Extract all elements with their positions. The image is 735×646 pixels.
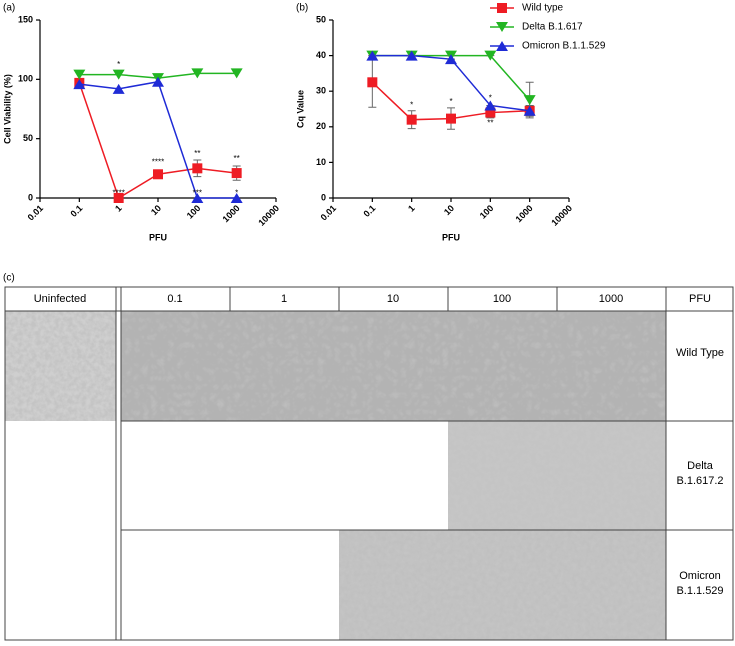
annotation: * — [235, 188, 238, 197]
legend-marker — [496, 22, 508, 32]
y-axis-label: Cq Value — [295, 90, 305, 128]
annotation: ** — [234, 154, 240, 163]
x-tick-label: 1000 — [221, 203, 242, 224]
series-line — [79, 80, 237, 199]
marker — [73, 69, 86, 80]
marker — [405, 50, 418, 61]
marker — [112, 69, 125, 80]
y-tick-label: 50 — [316, 14, 326, 24]
marker — [230, 193, 243, 203]
x-axis-label: PFU — [442, 232, 460, 242]
marker — [231, 168, 242, 179]
row-label: Delta — [687, 460, 714, 472]
x-tick-label: 0.1 — [69, 203, 85, 219]
y-tick-label: 10 — [316, 157, 326, 167]
annotation: ** — [487, 118, 493, 127]
y-tick-label: 0 — [28, 192, 33, 202]
x-tick-label: 1 — [406, 203, 417, 214]
column-header: Uninfected — [34, 293, 87, 305]
x-tick-label: 0.01 — [26, 203, 45, 222]
x-tick-label: 100 — [478, 203, 496, 221]
annotation: * — [117, 60, 120, 69]
x-tick-label: 10 — [442, 203, 456, 217]
marker — [230, 68, 243, 79]
marker — [73, 79, 86, 90]
marker — [485, 107, 496, 118]
marker — [153, 169, 163, 180]
column-header: 1 — [281, 293, 287, 305]
marker — [366, 50, 379, 61]
micrograph-texture — [5, 311, 116, 421]
column-header: 10 — [387, 293, 399, 305]
y-tick-label: 50 — [23, 133, 33, 143]
table-border — [4, 286, 734, 641]
x-tick-label: 10000 — [549, 203, 574, 228]
series — [73, 76, 243, 203]
legend-label: Omicron B.1.1.529 — [522, 41, 606, 52]
x-tick-label: 0.1 — [362, 203, 378, 219]
micrograph-texture — [448, 421, 666, 530]
micrograph-texture — [121, 311, 666, 421]
row-label: B.1.617.2 — [676, 475, 723, 487]
image-table: Uninfected 0.1 1 10 100 1000 PFU Wild Ty… — [4, 286, 734, 641]
row-label: B.1.1.529 — [676, 585, 723, 597]
legend-label: Wild type — [522, 3, 564, 14]
y-tick-label: 30 — [316, 86, 326, 96]
legend-marker — [497, 3, 507, 13]
marker — [192, 163, 203, 174]
annotation: **** — [152, 158, 164, 167]
annotation: *** — [193, 188, 202, 197]
marker — [112, 83, 125, 94]
series — [366, 50, 536, 117]
marker — [152, 76, 164, 87]
annotation: ** — [194, 149, 200, 158]
marker — [523, 105, 536, 116]
x-tick-label: 100 — [185, 203, 203, 221]
y-tick-label: 100 — [18, 74, 33, 84]
marker — [191, 68, 204, 79]
legend-marker — [496, 41, 508, 51]
panel-label: (a) — [3, 3, 15, 14]
marker — [446, 113, 456, 124]
y-tick-label: 150 — [18, 14, 33, 24]
marker — [484, 50, 497, 61]
micrograph-texture — [339, 530, 666, 640]
marker — [406, 114, 417, 125]
row-label: Omicron — [679, 570, 721, 582]
marker — [191, 193, 204, 203]
x-tick-label: 0.01 — [319, 203, 338, 222]
micrographs — [5, 311, 666, 640]
y-tick-label: 0 — [321, 192, 326, 202]
panel-label: (b) — [296, 3, 308, 14]
panel-label: (c) — [3, 273, 15, 284]
y-tick-label: 40 — [316, 50, 326, 60]
annotation: * — [410, 101, 413, 110]
y-tick-label: 20 — [316, 121, 326, 131]
legend-label: Delta B.1.617 — [522, 22, 583, 33]
marker — [523, 95, 536, 106]
marker — [113, 193, 124, 203]
x-axis-label: PFU — [149, 232, 167, 242]
y-axis-label: Cell Viability (%) — [2, 74, 12, 144]
row-label: Wild Type — [676, 347, 724, 359]
column-header: 0.1 — [167, 293, 182, 305]
series-line — [78, 82, 237, 200]
marker — [367, 77, 378, 88]
x-tick-label: 1000 — [514, 203, 535, 224]
annotation: * — [449, 97, 452, 106]
column-header: 1000 — [599, 293, 623, 305]
x-tick-label: 1 — [113, 203, 124, 214]
x-tick-label: 10 — [149, 203, 163, 217]
marker — [484, 100, 497, 111]
series — [367, 56, 535, 130]
column-header: PFU — [689, 293, 711, 305]
column-header: 100 — [493, 293, 511, 305]
annotation: **** — [112, 188, 124, 197]
x-tick-label: 10000 — [256, 203, 281, 228]
series — [74, 77, 242, 203]
annotation: * — [489, 93, 492, 102]
marker — [445, 54, 457, 65]
